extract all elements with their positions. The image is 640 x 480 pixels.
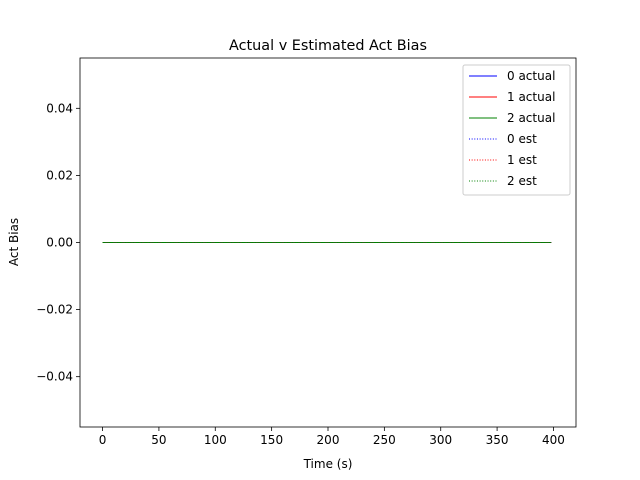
x-tick-label: 50 [151, 433, 166, 447]
x-tick-label: 150 [260, 433, 283, 447]
x-tick-label: 100 [204, 433, 227, 447]
legend-label: 2 actual [507, 111, 555, 125]
plot-area: 0 50 100 150 200 250 300 350 400 −0.04 −0.02 0.00 0.… [36, 57, 577, 447]
legend-label: 1 actual [507, 90, 555, 104]
legend-label: 1 est [507, 153, 537, 167]
y-axis-label: Act Bias [7, 218, 21, 266]
x-tick-label: 250 [373, 433, 396, 447]
chart-title: Actual v Estimated Act Bias [229, 38, 427, 54]
x-tick-label: 350 [486, 433, 509, 447]
x-tick-label: 200 [317, 433, 340, 447]
x-tick-label: 400 [542, 433, 565, 447]
legend: 0 actual 1 actual 2 actual 0 est 1 est 2 est [462, 64, 571, 196]
axes-frame [79, 57, 577, 428]
y-tick-label: −0.02 [36, 303, 73, 317]
x-tick-label: 0 [99, 433, 107, 447]
legend-label: 0 actual [507, 69, 555, 83]
legend-label: 0 est [507, 132, 537, 146]
y-tick-label: 0.04 [46, 101, 73, 115]
y-tick-label: 0.00 [46, 236, 73, 250]
y-tick-label: −0.04 [36, 370, 73, 384]
x-tick-label: 300 [429, 433, 452, 447]
x-axis-label: Time (s) [303, 457, 353, 471]
y-tick-label: 0.02 [46, 168, 73, 182]
legend-label: 2 est [507, 174, 537, 188]
